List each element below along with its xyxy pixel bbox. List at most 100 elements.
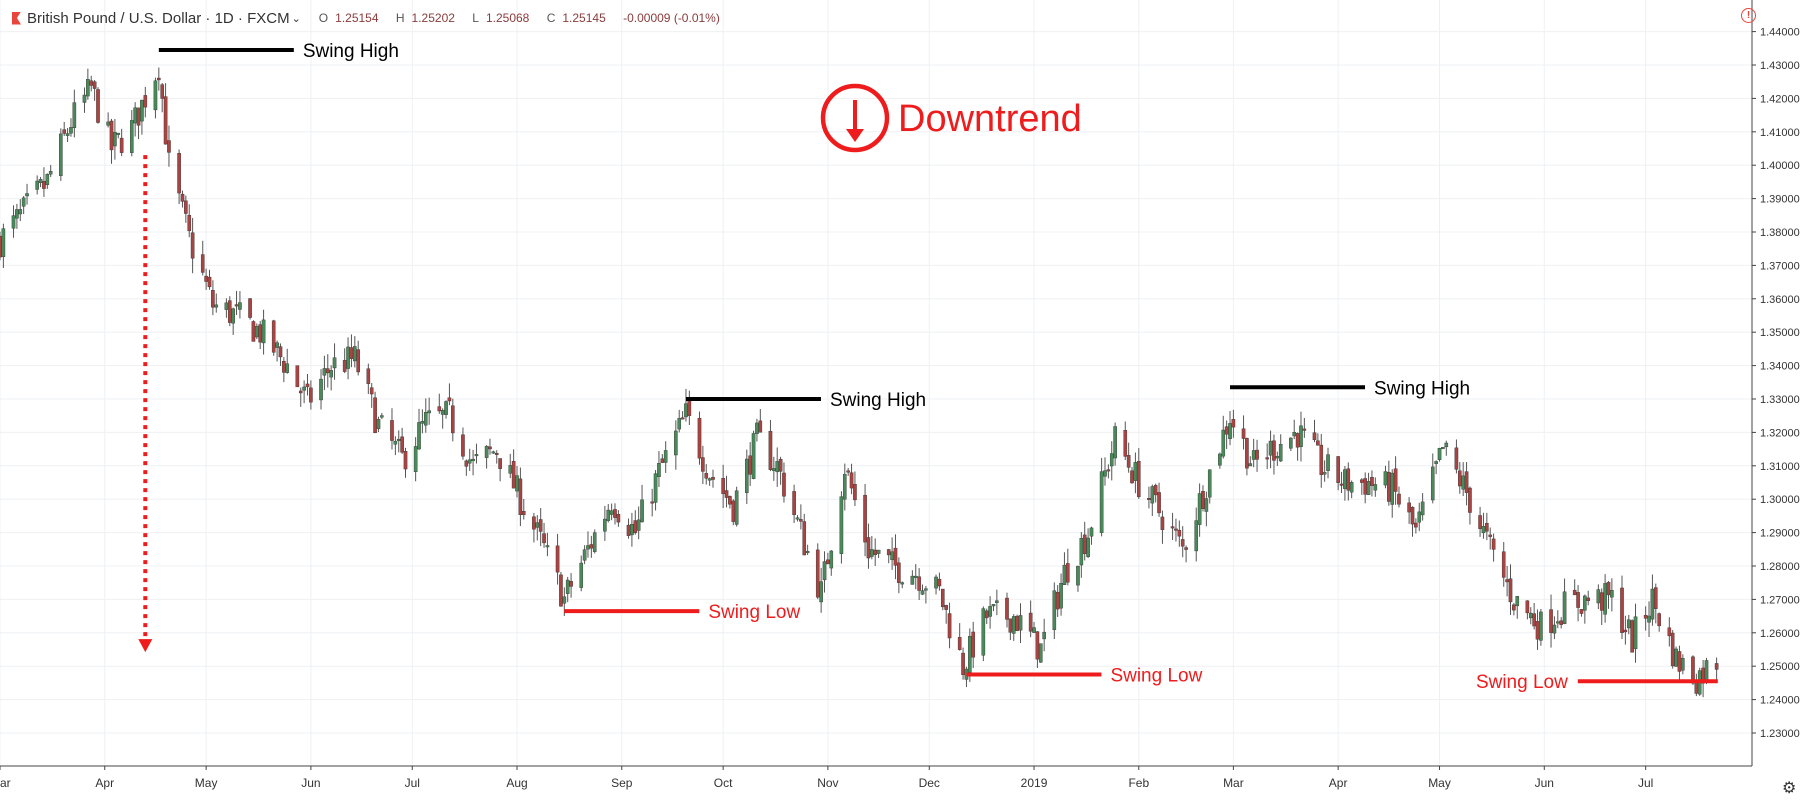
candle[interactable]: [1157, 492, 1161, 514]
candle[interactable]: [451, 405, 455, 434]
candle[interactable]: [444, 401, 448, 415]
candle[interactable]: [805, 551, 810, 553]
candle[interactable]: [413, 446, 418, 473]
candle[interactable]: [677, 418, 682, 430]
candle[interactable]: [207, 276, 212, 288]
candle[interactable]: [802, 521, 807, 556]
candle[interactable]: [1647, 615, 1651, 623]
candle[interactable]: [521, 511, 526, 515]
candle[interactable]: [1414, 522, 1418, 528]
candle[interactable]: [555, 545, 560, 573]
candle[interactable]: [1170, 526, 1175, 529]
candle[interactable]: [1106, 469, 1111, 472]
candle[interactable]: [650, 501, 654, 504]
candle[interactable]: [38, 179, 43, 183]
candle[interactable]: [744, 458, 749, 493]
candle[interactable]: [1383, 471, 1388, 486]
candle[interactable]: [109, 120, 114, 151]
candle[interactable]: [484, 445, 489, 458]
candle[interactable]: [1109, 453, 1114, 467]
candle[interactable]: [592, 532, 597, 552]
candle[interactable]: [1349, 482, 1354, 493]
candle[interactable]: [1562, 591, 1567, 624]
candle[interactable]: [1579, 609, 1584, 614]
candle[interactable]: [1343, 469, 1347, 489]
candle[interactable]: [937, 578, 942, 587]
candle[interactable]: [704, 473, 709, 479]
candle[interactable]: [1011, 616, 1016, 634]
candle[interactable]: [562, 596, 567, 604]
candle[interactable]: [606, 509, 611, 521]
candle[interactable]: [1028, 612, 1033, 632]
candle[interactable]: [1008, 618, 1013, 633]
candle[interactable]: [1505, 579, 1509, 583]
candle[interactable]: [636, 519, 641, 531]
candle[interactable]: [609, 510, 614, 515]
candle[interactable]: [897, 562, 901, 583]
candle[interactable]: [1322, 472, 1327, 475]
candle[interactable]: [839, 496, 844, 554]
candle[interactable]: [160, 84, 165, 99]
candle[interactable]: [866, 537, 871, 559]
candle[interactable]: [890, 551, 894, 561]
candle[interactable]: [984, 610, 989, 619]
candle[interactable]: [1515, 596, 1520, 607]
candle[interactable]: [380, 415, 384, 418]
candle[interactable]: [1586, 597, 1591, 601]
candle[interactable]: [853, 484, 857, 501]
candle[interactable]: [663, 450, 668, 463]
candle[interactable]: [1488, 534, 1493, 537]
candle[interactable]: [734, 490, 739, 525]
candle[interactable]: [995, 600, 999, 603]
candle[interactable]: [772, 468, 776, 471]
candle[interactable]: [271, 320, 276, 353]
candle[interactable]: [390, 420, 394, 441]
candle[interactable]: [211, 290, 215, 308]
candle[interactable]: [1123, 430, 1128, 457]
candle[interactable]: [1201, 491, 1205, 509]
candle[interactable]: [133, 107, 137, 124]
candle[interactable]: [819, 581, 823, 603]
alert-icon[interactable]: !: [1741, 8, 1756, 23]
candle[interactable]: [755, 422, 759, 434]
candle[interactable]: [163, 96, 168, 145]
candle[interactable]: [329, 370, 333, 378]
candle[interactable]: [900, 582, 905, 585]
candle[interactable]: [282, 360, 286, 373]
candle[interactable]: [1468, 487, 1472, 513]
candle[interactable]: [711, 477, 715, 480]
candle[interactable]: [1194, 520, 1199, 552]
candle[interactable]: [190, 232, 195, 259]
candle[interactable]: [423, 412, 428, 426]
candle[interactable]: [42, 181, 46, 189]
candle[interactable]: [1458, 470, 1462, 487]
candle[interactable]: [1633, 616, 1638, 650]
candle[interactable]: [1555, 621, 1560, 624]
candle[interactable]: [305, 383, 310, 388]
candle[interactable]: [1319, 444, 1324, 475]
candle[interactable]: [1512, 604, 1516, 611]
candle[interactable]: [1714, 663, 1719, 670]
candle[interactable]: [1387, 471, 1391, 502]
candle[interactable]: [1346, 468, 1351, 491]
candle[interactable]: [1089, 527, 1094, 537]
candle[interactable]: [559, 574, 563, 607]
candle[interactable]: [1299, 425, 1303, 448]
candle[interactable]: [957, 637, 962, 650]
candle[interactable]: [1444, 442, 1449, 448]
candle[interactable]: [1177, 529, 1182, 537]
candle[interactable]: [1228, 423, 1232, 440]
candle[interactable]: [342, 360, 347, 372]
candle[interactable]: [461, 434, 465, 457]
candle[interactable]: [535, 522, 540, 528]
candle[interactable]: [1126, 455, 1131, 468]
candle[interactable]: [1316, 440, 1320, 446]
candle[interactable]: [62, 129, 67, 134]
candle[interactable]: [1491, 538, 1496, 550]
candle[interactable]: [1441, 446, 1445, 449]
candle[interactable]: [829, 550, 834, 569]
candle[interactable]: [876, 549, 881, 554]
gear-icon[interactable]: ⚙: [1782, 780, 1797, 797]
candle[interactable]: [508, 465, 513, 474]
